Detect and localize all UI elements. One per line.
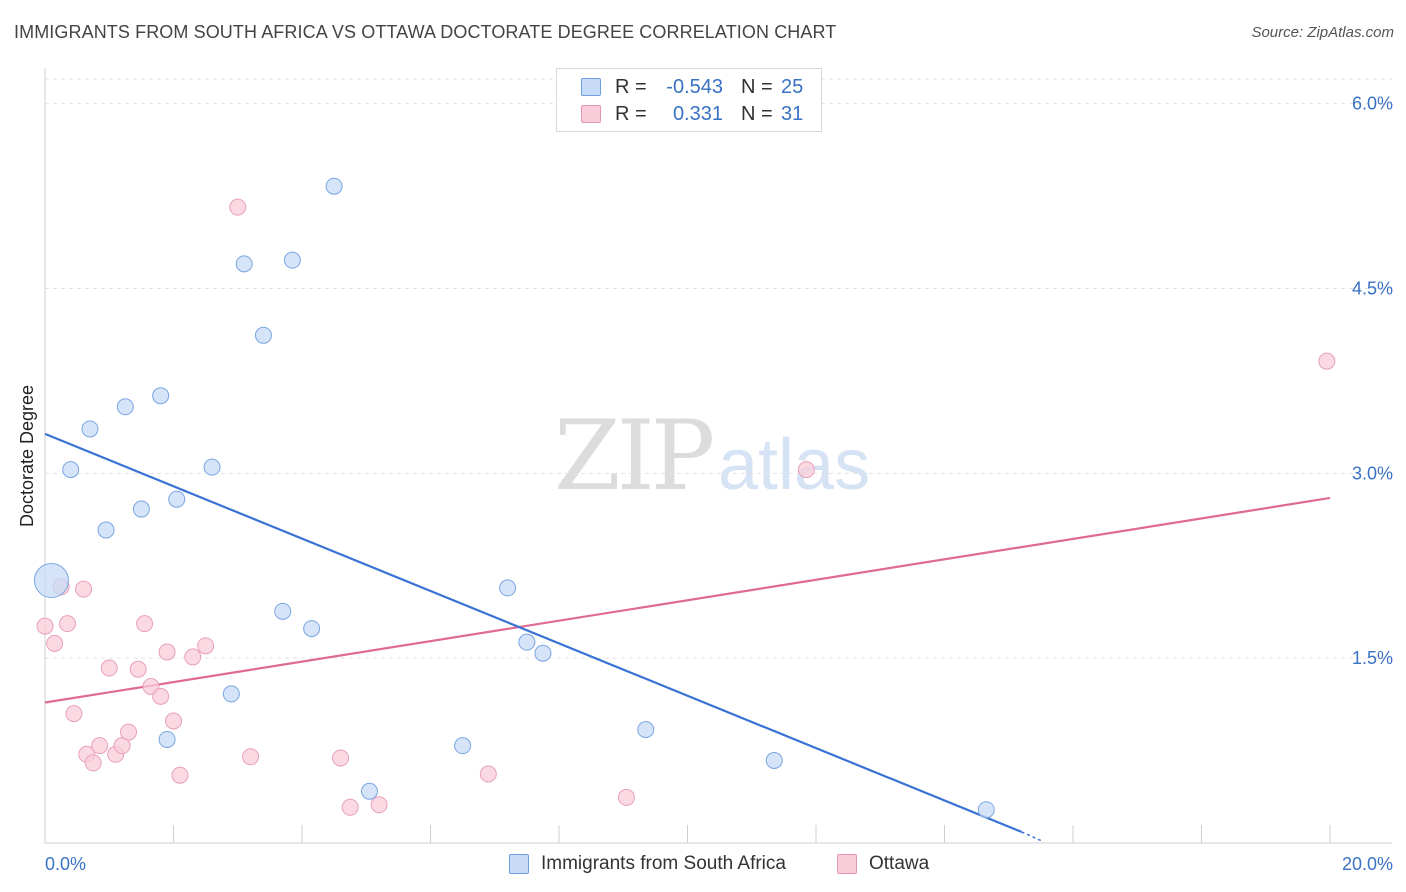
- data-point-south-africa: [283, 251, 301, 269]
- data-point-south-africa: [81, 420, 99, 438]
- data-point-south-africa: [158, 730, 176, 748]
- data-point-ottawa: [341, 798, 359, 816]
- data-point-ottawa: [152, 687, 170, 705]
- data-point-south-africa: [303, 620, 321, 638]
- data-point-ottawa: [617, 788, 635, 806]
- data-point-ottawa: [75, 580, 93, 598]
- legend-n-value: 25: [781, 75, 804, 98]
- series-legend-ottawa: Ottawa: [837, 852, 929, 876]
- data-point-ottawa: [136, 615, 154, 633]
- gridlines: [45, 78, 1392, 659]
- legend-n-label: N =: [741, 102, 773, 125]
- data-point-south-africa: [235, 255, 253, 273]
- watermark-zip: ZIP: [554, 400, 715, 512]
- data-point-south-africa: [534, 644, 552, 662]
- y-tick-label: 1.5%: [1352, 648, 1393, 668]
- series-label: Immigrants from South Africa: [541, 853, 786, 874]
- data-point-south-africa: [152, 387, 170, 405]
- data-point-south-africa: [132, 500, 150, 518]
- stats-legend: R = -0.543 N = 25 R = 0.331 N = 31: [556, 68, 822, 132]
- series-swatch-pink: [837, 854, 857, 874]
- data-point-ottawa: [184, 648, 202, 666]
- data-point-south-africa: [499, 579, 517, 597]
- x-tick-label: 20.0%: [1342, 854, 1393, 874]
- data-point-ottawa: [171, 766, 189, 784]
- data-point-south-africa: [454, 737, 472, 755]
- data-point-ottawa: [370, 796, 388, 814]
- data-point-south-africa: [33, 563, 69, 599]
- data-point-south-africa: [360, 782, 378, 800]
- legend-row-south-africa: R = -0.543 N = 25: [581, 75, 803, 99]
- legend-swatch-pink: [581, 105, 601, 123]
- data-point-south-africa: [254, 326, 272, 344]
- data-point-ottawa: [197, 637, 215, 655]
- legend-r-label: R =: [615, 75, 647, 98]
- data-point-south-africa: [765, 751, 783, 769]
- data-point-ottawa: [229, 198, 247, 216]
- data-point-south-africa: [977, 801, 995, 819]
- trend-line-extension: [1021, 831, 1042, 842]
- y-tick-label: 6.0%: [1352, 94, 1393, 114]
- legend-swatch-blue: [581, 78, 601, 96]
- y-axis-title: Doctorate Degree: [17, 385, 37, 527]
- y-tick-label: 4.5%: [1352, 278, 1393, 298]
- source-label: Source: ZipAtlas.com: [1251, 24, 1394, 41]
- data-point-south-africa: [168, 490, 186, 508]
- axes: [44, 68, 1392, 844]
- trend-line-ottawa: [44, 496, 1331, 704]
- data-point-ottawa: [479, 765, 497, 783]
- data-point-ottawa: [100, 659, 118, 677]
- data-point-ottawa: [36, 617, 54, 635]
- watermark-atlas: atlas: [718, 425, 871, 505]
- data-point-ottawa: [165, 712, 182, 730]
- data-point-south-africa: [203, 458, 221, 476]
- data-points: [33, 177, 1336, 819]
- data-point-ottawa: [1318, 352, 1336, 370]
- trend-lines: [44, 432, 1331, 842]
- data-point-south-africa: [62, 461, 80, 479]
- data-point-ottawa: [46, 634, 64, 652]
- data-point-ottawa: [84, 754, 102, 772]
- data-point-ottawa: [91, 737, 109, 755]
- y-tick-label: 3.0%: [1352, 463, 1393, 483]
- data-point-south-africa: [518, 633, 536, 651]
- series-legend-south-africa: Immigrants from South Africa: [509, 852, 786, 876]
- legend-row-ottawa: R = 0.331 N = 31: [581, 102, 803, 126]
- data-point-south-africa: [274, 602, 292, 620]
- chart-title: IMMIGRANTS FROM SOUTH AFRICA VS OTTAWA D…: [14, 22, 837, 42]
- data-point-ottawa: [58, 615, 76, 633]
- data-point-ottawa: [158, 643, 176, 661]
- legend-r-value: 0.331: [672, 102, 723, 125]
- legend-r-label: R =: [615, 102, 647, 125]
- data-point-ottawa: [120, 723, 138, 741]
- series-swatch-blue: [509, 854, 529, 874]
- x-tick-label: 0.0%: [45, 854, 86, 874]
- data-point-south-africa: [637, 721, 655, 739]
- data-point-ottawa: [332, 749, 350, 767]
- data-point-south-africa: [325, 177, 343, 195]
- legend-n-label: N =: [741, 75, 773, 98]
- data-point-ottawa: [242, 748, 260, 766]
- legend-n-value: 31: [781, 102, 804, 125]
- tick-labels: 1.5% 3.0% 4.5% 6.0% 0.0% 20.0%: [45, 94, 1393, 874]
- series-label: Ottawa: [869, 853, 930, 874]
- legend-r-value: -0.543: [666, 75, 723, 98]
- trend-line-south-africa: [44, 432, 1023, 833]
- data-point-ottawa: [129, 660, 147, 678]
- data-point-south-africa: [116, 398, 134, 416]
- data-point-south-africa: [222, 685, 240, 703]
- data-point-ottawa: [797, 461, 815, 479]
- data-point-south-africa: [97, 521, 115, 539]
- data-point-ottawa: [65, 705, 83, 723]
